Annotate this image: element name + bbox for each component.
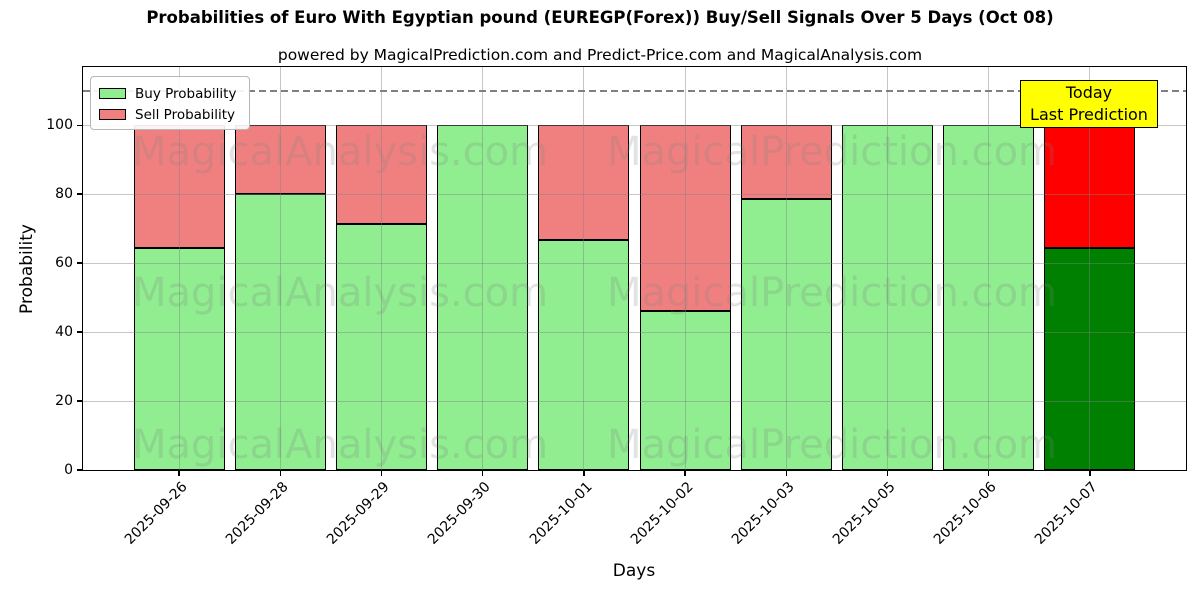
- grid-line-horizontal: [83, 193, 1186, 195]
- legend-label-buy: Buy Probability: [135, 85, 237, 102]
- plot-area: [82, 66, 1187, 471]
- x-tick-label: 2025-10-02: [627, 479, 697, 548]
- x-tick-mark: [482, 470, 484, 476]
- grid-line-vertical: [785, 67, 787, 470]
- x-tick-label: 2025-09-26: [121, 479, 191, 548]
- x-axis-label: Days: [612, 561, 656, 581]
- sell-bar-segment: [234, 125, 326, 195]
- x-tick-label: 2025-09-29: [323, 479, 393, 548]
- annotation-line-2: Last Prediction: [1030, 105, 1148, 124]
- grid-line-horizontal: [83, 124, 1186, 126]
- grid-line-vertical: [684, 67, 686, 470]
- y-tick-label: 0: [64, 462, 73, 478]
- buy-bar-segment: [133, 248, 225, 470]
- grid-line-horizontal: [83, 331, 1186, 333]
- x-tick-label: 2025-10-06: [931, 479, 1000, 548]
- y-tick-mark: [77, 469, 83, 471]
- x-tick-mark: [785, 470, 787, 476]
- x-tick-mark: [886, 470, 889, 476]
- x-tick-label: 2025-10-03: [728, 479, 798, 548]
- grid-line-vertical: [482, 67, 484, 470]
- grid-line-vertical: [988, 67, 990, 470]
- buy-bar-segment: [538, 240, 630, 470]
- legend-item-sell: Sell Probability: [99, 104, 241, 125]
- y-tick-mark: [77, 193, 83, 195]
- y-tick-label: 100: [46, 117, 73, 134]
- buy-bar-segment: [943, 125, 1035, 470]
- grid-line-horizontal: [83, 400, 1186, 402]
- sell-bar-segment: [639, 125, 731, 311]
- sell-swatch-icon: [99, 109, 126, 120]
- legend: Buy Probability Sell Probability: [90, 76, 250, 130]
- x-tick-mark: [178, 470, 180, 476]
- y-tick-label: 60: [55, 255, 73, 272]
- sell-bar-segment: [336, 125, 428, 224]
- x-tick-mark: [279, 470, 282, 476]
- x-tick-mark: [987, 470, 990, 476]
- buy-bar-segment: [437, 125, 529, 470]
- x-tick-label: 2025-09-30: [425, 479, 495, 548]
- chart-title: Probabilities of Euro With Egyptian poun…: [146, 8, 1054, 27]
- grid-line-vertical: [1089, 67, 1091, 470]
- x-tick-label: 2025-10-01: [526, 479, 596, 548]
- x-tick-mark: [1089, 470, 1091, 476]
- x-tick-label: 2025-09-28: [222, 479, 292, 548]
- buy-bar-segment: [234, 194, 326, 470]
- y-tick-mark: [77, 331, 83, 333]
- x-tick-label: 2025-10-05: [829, 479, 899, 548]
- x-tick-mark: [684, 470, 686, 476]
- grid-line-vertical: [381, 67, 383, 470]
- buy-bar-segment: [841, 125, 933, 470]
- x-tick-mark: [583, 470, 585, 476]
- legend-item-buy: Buy Probability: [99, 83, 241, 104]
- sell-bar-segment: [538, 125, 630, 241]
- sell-bar-segment: [740, 125, 832, 200]
- y-tick-label: 40: [55, 324, 73, 341]
- buy-bar-segment: [639, 310, 731, 470]
- y-tick-mark: [77, 400, 83, 402]
- y-tick-label: 20: [55, 393, 73, 410]
- sell-bar-segment: [133, 125, 225, 249]
- x-tick-label: 2025-10-07: [1032, 479, 1102, 548]
- buy-swatch-icon: [99, 88, 126, 99]
- grid-line-vertical: [279, 67, 281, 470]
- annotation-line-1: Today: [1065, 83, 1113, 102]
- buy-bar-segment: [336, 223, 428, 470]
- y-tick-mark: [77, 262, 83, 264]
- grid-line-horizontal: [83, 262, 1186, 264]
- y-tick-mark: [77, 124, 83, 126]
- grid-line-vertical: [583, 67, 585, 470]
- y-axis-label: Probability: [17, 224, 37, 314]
- grid-line-vertical: [178, 67, 180, 470]
- today-annotation: Today Last Prediction: [1020, 80, 1158, 128]
- chart-subtitle: powered by MagicalPrediction.com and Pre…: [277, 46, 923, 64]
- x-tick-mark: [380, 470, 383, 476]
- legend-label-sell: Sell Probability: [135, 106, 236, 123]
- buy-bar-segment: [1044, 248, 1136, 470]
- dashed-threshold-line: [83, 89, 1186, 92]
- y-tick-label: 80: [55, 186, 73, 203]
- buy-bar-segment: [740, 199, 832, 470]
- grid-line-vertical: [886, 67, 888, 470]
